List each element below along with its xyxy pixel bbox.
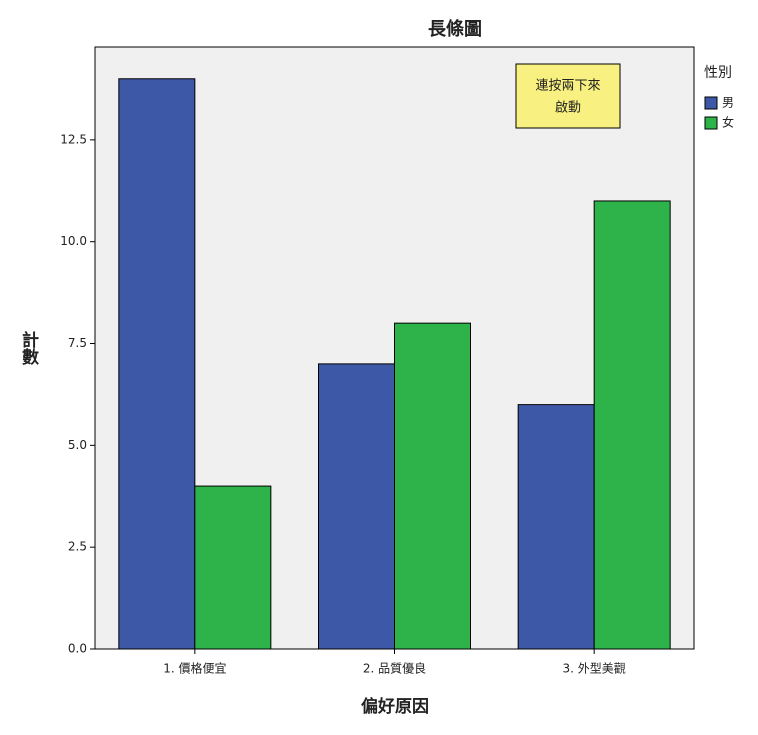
- chart-title: 長條圖: [428, 18, 482, 40]
- bar: [318, 363, 395, 650]
- x-axis-label: 偏好原因: [361, 696, 429, 717]
- y-tick-label: 10.0: [60, 234, 87, 248]
- x-tick-label: 3. 外型美觀: [563, 662, 626, 676]
- y-axis-label: 計數: [18, 330, 39, 366]
- bar: [394, 322, 471, 650]
- x-tick-label: 2. 品質優良: [363, 661, 426, 676]
- y-tick-label: 7.5: [68, 336, 87, 350]
- bar: [118, 78, 196, 650]
- legend-swatch: [704, 96, 718, 110]
- y-tick-label: 2.5: [68, 540, 87, 554]
- legend-label: 女: [722, 115, 734, 130]
- legend-title: 性別: [704, 65, 732, 81]
- legend-swatch: [704, 116, 718, 130]
- y-tick-label: 12.5: [60, 132, 87, 146]
- annotation-box: [515, 63, 621, 129]
- annotation: 啟動: [555, 101, 581, 116]
- legend-label: 男: [722, 96, 734, 110]
- annotation: 連按兩下來: [535, 79, 600, 94]
- bar: [194, 485, 272, 650]
- bar: [517, 404, 595, 650]
- y-tick-label: 0.0: [68, 642, 87, 656]
- x-tick-label: 1. 價格便宜: [163, 661, 226, 676]
- y-tick-label: 5.0: [68, 438, 87, 452]
- bar: [593, 200, 671, 650]
